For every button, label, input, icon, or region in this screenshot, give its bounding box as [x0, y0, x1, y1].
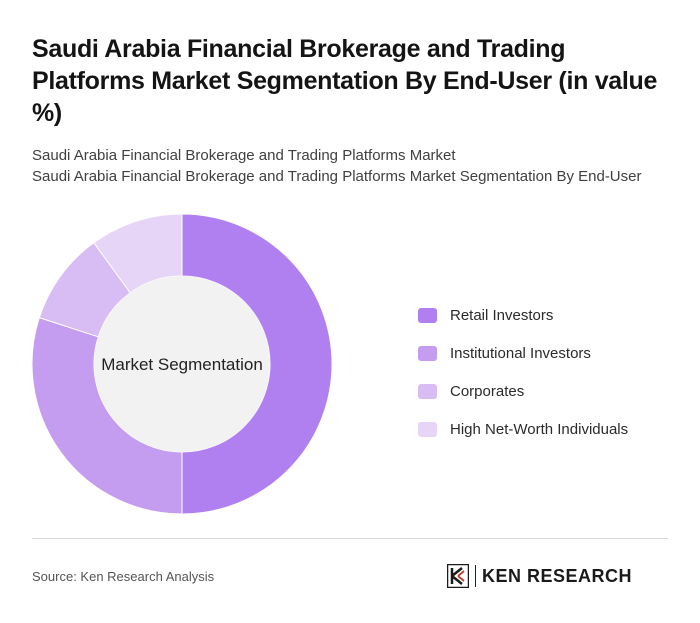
logo-text: KEN RESEARCH [482, 565, 633, 586]
subtitle-line-1: Saudi Arabia Financial Brokerage and Tra… [32, 147, 456, 164]
legend-label: High Net-Worth Individuals [450, 420, 629, 438]
legend-swatch [418, 383, 437, 399]
chart-legend: Retail Investors Institutional Investors C… [418, 296, 688, 448]
legend-item: Retail Investors [418, 296, 688, 334]
legend-item: High Net-Worth Individuals [418, 410, 688, 448]
subtitle-line-2: Saudi Arabia Financial Brokerage and Tra… [32, 168, 642, 185]
donut-center-label: Market Segmentation [101, 355, 263, 374]
legend-item: Corporates [418, 372, 688, 410]
source-note: Source: Ken Research Analysis [32, 569, 215, 584]
ken-research-logo-icon [447, 564, 469, 588]
legend-swatch [418, 307, 437, 323]
logo-separator [475, 565, 476, 587]
ken-research-logo: KEN RESEARCH [447, 563, 632, 589]
legend-swatch [418, 345, 437, 361]
chart-subtitle: Saudi Arabia Financial Brokerage and Tra… [32, 145, 682, 187]
footer-divider [32, 538, 668, 539]
legend-label: Institutional Investors [450, 344, 591, 362]
legend-item: Institutional Investors [418, 334, 688, 372]
donut-center [94, 276, 270, 452]
donut-slices [31, 213, 333, 515]
donut-chart: Market Segmentation [31, 213, 333, 515]
legend-label: Retail Investors [450, 306, 554, 324]
legend-swatch [418, 421, 437, 437]
chart-title: Saudi Arabia Financial Brokerage and Tra… [32, 35, 658, 127]
legend-label: Corporates [450, 382, 525, 400]
